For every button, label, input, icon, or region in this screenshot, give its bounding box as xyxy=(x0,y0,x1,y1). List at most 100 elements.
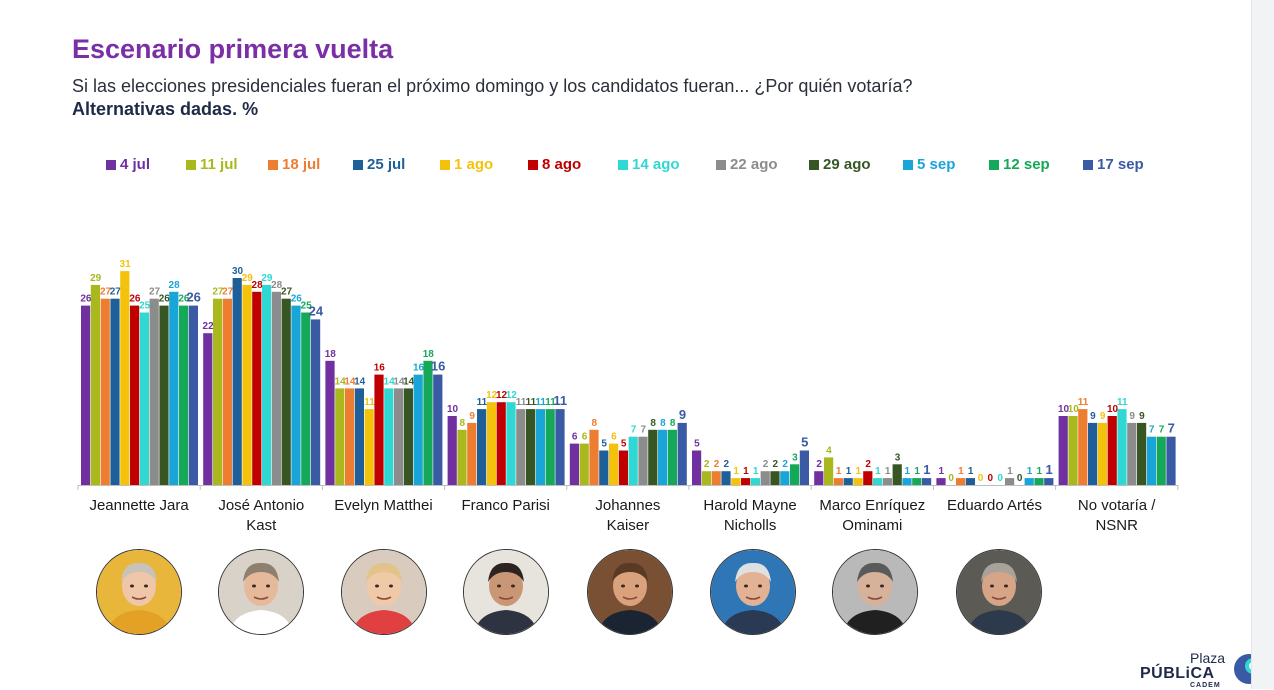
data-label: 8 xyxy=(460,418,466,429)
data-label: 27 xyxy=(149,287,161,298)
bar xyxy=(325,360,335,485)
legend-swatch xyxy=(106,159,116,170)
data-label: 26 xyxy=(291,294,303,305)
bar xyxy=(892,464,902,485)
page-title: Escenario primera vuelta xyxy=(72,34,394,64)
bar xyxy=(139,312,149,485)
bar xyxy=(403,388,413,485)
data-label: 5 xyxy=(694,439,700,450)
data-label: 5 xyxy=(621,439,627,450)
bar xyxy=(667,429,677,485)
data-label: 10 xyxy=(1107,404,1119,415)
data-label: 1 xyxy=(846,466,852,477)
bar xyxy=(311,319,321,485)
category-label-line: Kast xyxy=(246,517,277,534)
data-label: 9 xyxy=(1139,411,1145,422)
bar xyxy=(1044,478,1054,485)
bar xyxy=(447,416,457,485)
category-label: Marco Enríquez Ominami xyxy=(819,497,925,534)
data-label: 6 xyxy=(572,432,578,443)
legend-item: 11 jul xyxy=(186,156,238,173)
chart-legend: 4 jul 11 jul 18 jul 25 jul 1 ago 8 ago 14 ago 2… xyxy=(106,156,1206,176)
data-label: 7 xyxy=(631,425,637,436)
data-label: 14 xyxy=(403,376,415,387)
data-label: 27 xyxy=(110,287,122,298)
legend-swatch xyxy=(989,159,999,170)
bar xyxy=(169,291,179,485)
bar xyxy=(760,471,770,485)
data-label: 12 xyxy=(496,390,508,401)
bar xyxy=(677,422,687,485)
data-label: 1 xyxy=(914,466,920,477)
bar xyxy=(701,471,711,485)
bar xyxy=(262,284,272,485)
bar xyxy=(902,478,912,485)
data-label: 31 xyxy=(120,259,132,270)
bar xyxy=(149,298,159,485)
legend-label: 12 sep xyxy=(1003,156,1050,173)
data-label: 14 xyxy=(384,376,396,387)
bar xyxy=(711,471,721,485)
bar xyxy=(413,374,423,485)
data-label: 9 xyxy=(469,411,475,422)
data-label: 9 xyxy=(679,407,686,422)
category-label: José Antonio Kast xyxy=(218,497,304,534)
category-label-line: Franco Parisi xyxy=(462,497,550,514)
bar xyxy=(100,298,110,485)
bar xyxy=(188,305,198,485)
category-label: Franco Parisi xyxy=(462,497,550,514)
data-label: 9 xyxy=(1100,411,1106,422)
bar xyxy=(1156,436,1166,485)
legend-label: 17 sep xyxy=(1097,156,1144,173)
bar xyxy=(1127,422,1137,485)
data-label: 0 xyxy=(988,473,994,484)
data-label: 1 xyxy=(939,466,945,477)
bar xyxy=(741,478,751,485)
data-label: 1 xyxy=(836,466,842,477)
bar xyxy=(271,291,281,485)
bar xyxy=(213,298,223,485)
photo-franco-parisi xyxy=(463,549,549,635)
category-label-line: José Antonio xyxy=(218,497,304,514)
bar xyxy=(843,478,853,485)
data-label: 2 xyxy=(773,459,779,470)
bar xyxy=(638,436,648,485)
bar xyxy=(628,436,638,485)
bar xyxy=(130,305,140,485)
bar xyxy=(120,271,130,485)
bar xyxy=(1078,409,1088,485)
bar xyxy=(394,388,404,485)
bar xyxy=(545,409,555,485)
data-label: 7 xyxy=(1159,425,1165,436)
data-label: 28 xyxy=(169,280,181,291)
data-label: 7 xyxy=(1168,421,1175,436)
legend-swatch xyxy=(528,159,538,170)
category-label-line: Harold Mayne xyxy=(703,497,796,514)
legend-label: 25 jul xyxy=(367,156,406,173)
category-label-line: Evelyn Matthei xyxy=(334,497,432,514)
data-label: 27 xyxy=(212,287,224,298)
photo-jeannette-jara xyxy=(96,549,182,635)
data-label: 26 xyxy=(129,294,141,305)
data-label: 29 xyxy=(90,273,102,284)
data-label: 14 xyxy=(393,376,405,387)
bar xyxy=(936,478,946,485)
photo-eduardo-artes xyxy=(956,549,1042,635)
data-label: 14 xyxy=(354,376,366,387)
data-label: 11 xyxy=(545,397,556,408)
legend-swatch xyxy=(186,159,196,170)
legend-item: 17 sep xyxy=(1083,156,1144,173)
legend-label: 8 ago xyxy=(542,156,582,173)
data-label: 5 xyxy=(801,435,808,450)
data-label: 1 xyxy=(923,462,930,477)
data-label: 0 xyxy=(997,473,1003,484)
data-label: 24 xyxy=(309,303,324,318)
bar xyxy=(335,388,345,485)
legend-item: 22 ago xyxy=(716,156,778,173)
bar xyxy=(291,305,301,485)
data-label: 1 xyxy=(968,466,974,477)
data-label: 7 xyxy=(641,425,647,436)
bar xyxy=(599,450,609,485)
data-label: 3 xyxy=(895,452,901,463)
data-label: 10 xyxy=(1068,404,1080,415)
